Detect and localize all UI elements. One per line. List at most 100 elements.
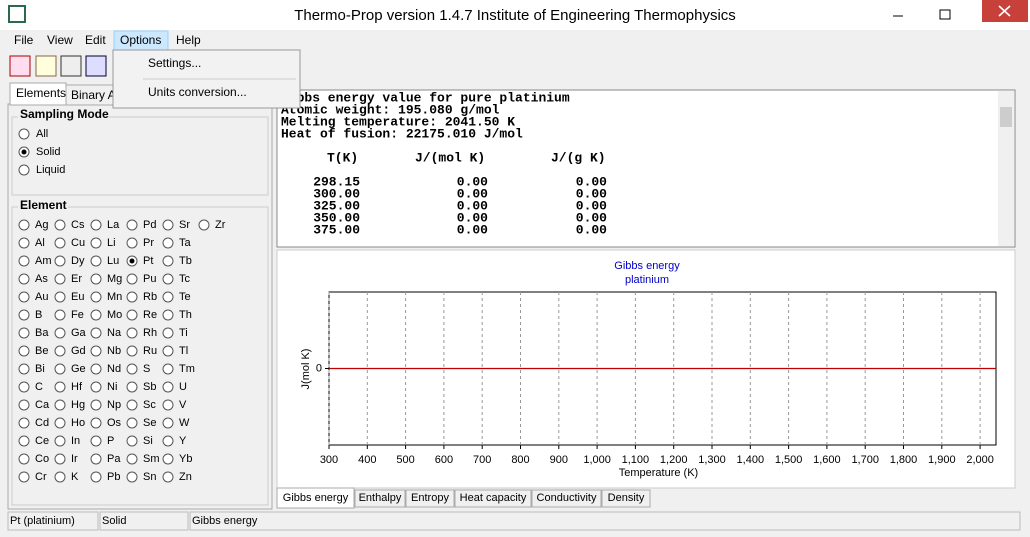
radio-button[interactable] xyxy=(126,435,138,447)
radio-button[interactable] xyxy=(90,363,102,375)
radio-button[interactable] xyxy=(90,255,102,267)
radio-button[interactable] xyxy=(126,453,138,465)
radio-button[interactable] xyxy=(162,273,174,285)
radio-button[interactable] xyxy=(18,291,30,303)
radio-button[interactable] xyxy=(126,327,138,339)
radio-button[interactable] xyxy=(54,309,66,321)
radio-button[interactable] xyxy=(54,417,66,429)
tab[interactable] xyxy=(405,489,455,508)
radio-button[interactable] xyxy=(54,237,66,249)
radio-button[interactable] xyxy=(90,219,102,231)
menu-item[interactable]: View xyxy=(47,33,73,47)
group-title-bg xyxy=(18,109,106,123)
radio-label: Pd xyxy=(143,219,156,231)
radio-button[interactable] xyxy=(18,471,30,483)
radio-button[interactable] xyxy=(162,291,174,303)
radio-button[interactable] xyxy=(162,309,174,321)
tool-button[interactable] xyxy=(85,55,107,77)
radio-button[interactable] xyxy=(54,363,66,375)
radio-button[interactable] xyxy=(18,453,30,465)
scroll-thumb[interactable] xyxy=(1000,107,1012,127)
radio-button[interactable] xyxy=(162,399,174,411)
left-panel xyxy=(7,103,273,510)
menu-item[interactable]: Help xyxy=(176,33,201,47)
radio-button[interactable] xyxy=(90,417,102,429)
radio-button[interactable] xyxy=(162,453,174,465)
tab[interactable] xyxy=(354,489,406,508)
tab[interactable] xyxy=(601,489,651,508)
radio-button[interactable] xyxy=(162,219,174,231)
radio-button[interactable] xyxy=(162,381,174,393)
radio-button[interactable] xyxy=(90,291,102,303)
radio-button[interactable] xyxy=(18,381,30,393)
tool-button[interactable] xyxy=(35,55,57,77)
radio-button[interactable] xyxy=(18,309,30,321)
radio-button[interactable] xyxy=(54,273,66,285)
radio-button[interactable] xyxy=(126,381,138,393)
radio-button[interactable] xyxy=(126,399,138,411)
radio-button[interactable] xyxy=(126,471,138,483)
radio-button[interactable] xyxy=(54,345,66,357)
radio-button[interactable] xyxy=(162,363,174,375)
radio-button[interactable] xyxy=(126,309,138,321)
radio-button[interactable] xyxy=(18,273,30,285)
radio-button[interactable] xyxy=(18,219,30,231)
radio-button[interactable] xyxy=(18,255,30,267)
tool-button[interactable] xyxy=(60,55,82,77)
radio-button[interactable] xyxy=(162,327,174,339)
radio-button[interactable] xyxy=(90,399,102,411)
radio-button[interactable] xyxy=(126,417,138,429)
dropdown-item[interactable]: Units conversion... xyxy=(148,85,247,99)
radio-button[interactable] xyxy=(126,273,138,285)
menu-item[interactable]: Edit xyxy=(85,33,106,47)
radio-button[interactable] xyxy=(90,327,102,339)
menu-item[interactable]: Options xyxy=(120,33,161,47)
radio-button[interactable] xyxy=(18,327,30,339)
radio-button[interactable] xyxy=(54,219,66,231)
radio-button[interactable] xyxy=(18,417,30,429)
radio-button[interactable] xyxy=(18,237,30,249)
radio-button[interactable] xyxy=(198,219,210,231)
radio-button[interactable] xyxy=(90,453,102,465)
radio-button[interactable] xyxy=(54,255,66,267)
radio-button[interactable] xyxy=(18,363,30,375)
radio-button[interactable] xyxy=(54,291,66,303)
radio-button[interactable] xyxy=(54,399,66,411)
radio-button[interactable] xyxy=(54,327,66,339)
tool-button[interactable] xyxy=(9,55,31,77)
radio-button[interactable] xyxy=(90,273,102,285)
tab[interactable] xyxy=(276,487,355,509)
menu-item[interactable]: File xyxy=(14,33,34,47)
radio-button[interactable] xyxy=(18,128,30,140)
radio-button[interactable] xyxy=(90,435,102,447)
radio-button[interactable] xyxy=(126,363,138,375)
radio-button[interactable] xyxy=(90,471,102,483)
radio-button[interactable] xyxy=(18,345,30,357)
radio-button[interactable] xyxy=(126,345,138,357)
radio-button[interactable] xyxy=(90,237,102,249)
radio-button[interactable] xyxy=(54,435,66,447)
radio-button[interactable] xyxy=(126,291,138,303)
radio-button[interactable] xyxy=(90,309,102,321)
radio-button[interactable] xyxy=(54,381,66,393)
radio-button[interactable] xyxy=(162,435,174,447)
radio-button[interactable] xyxy=(90,381,102,393)
radio-button[interactable] xyxy=(162,417,174,429)
radio-button[interactable] xyxy=(162,345,174,357)
radio-button[interactable] xyxy=(162,237,174,249)
radio-button[interactable] xyxy=(126,237,138,249)
scrollbar[interactable] xyxy=(998,91,1014,246)
maximize-button[interactable] xyxy=(939,9,951,20)
radio-button[interactable] xyxy=(162,471,174,483)
radio-button[interactable] xyxy=(18,435,30,447)
radio-button[interactable] xyxy=(18,399,30,411)
radio-button[interactable] xyxy=(54,453,66,465)
dropdown-item[interactable]: Settings... xyxy=(148,56,201,70)
radio-button[interactable] xyxy=(162,255,174,267)
radio-button[interactable] xyxy=(126,219,138,231)
radio-button[interactable] xyxy=(18,164,30,176)
radio-button[interactable] xyxy=(54,471,66,483)
tab[interactable] xyxy=(531,489,602,508)
tab[interactable] xyxy=(454,489,532,508)
radio-button[interactable] xyxy=(90,345,102,357)
